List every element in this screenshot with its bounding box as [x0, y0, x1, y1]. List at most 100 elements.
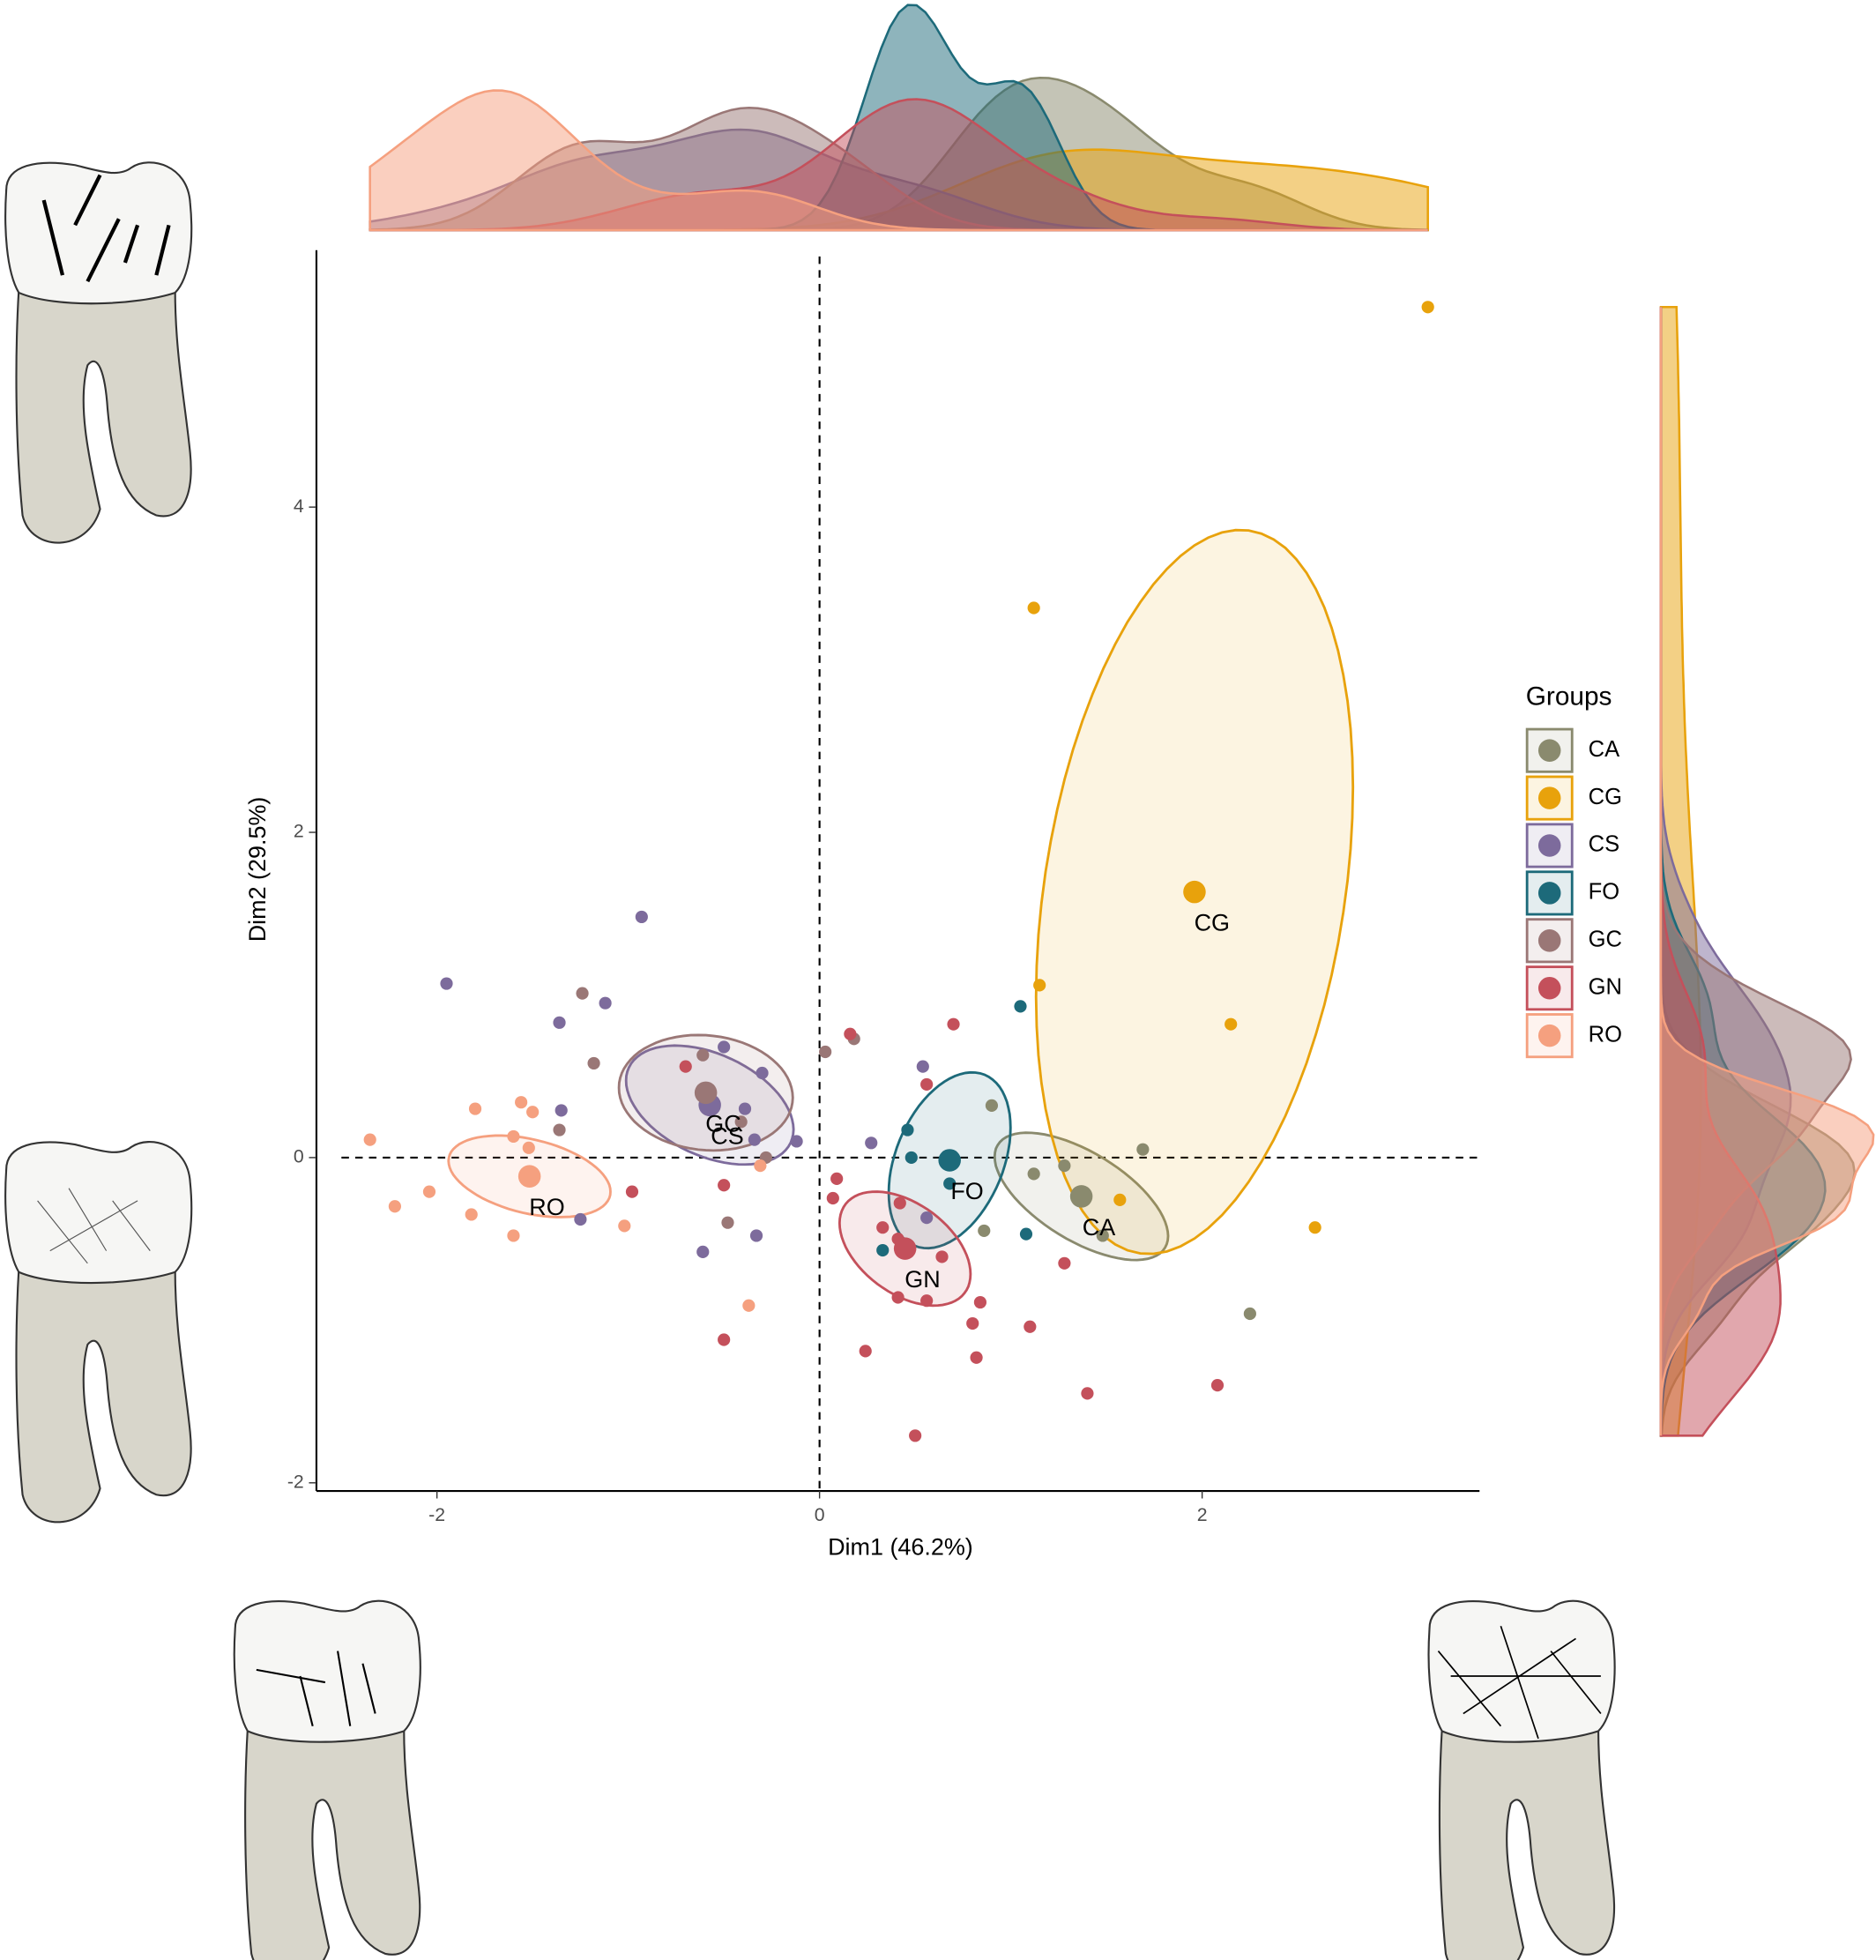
point: [985, 1099, 999, 1112]
point: [440, 977, 453, 990]
centroid: [517, 1165, 541, 1188]
point: [734, 1115, 748, 1129]
point: [1019, 1227, 1033, 1241]
point: [388, 1200, 401, 1213]
point: [718, 1179, 731, 1192]
legend-label: GC: [1589, 928, 1622, 952]
point: [1243, 1307, 1256, 1321]
point: [1096, 1229, 1109, 1242]
legend-marker: [1537, 976, 1561, 1000]
point: [973, 1295, 987, 1309]
point: [893, 1196, 906, 1210]
point: [891, 1291, 904, 1304]
point: [1058, 1159, 1071, 1173]
y-tick-label: -2: [287, 1471, 304, 1492]
tooth-illustration: [1427, 1599, 1616, 1960]
legend-key: [1525, 823, 1574, 868]
tooth-illustration: [4, 161, 193, 544]
point: [901, 1123, 914, 1137]
group-label: RO: [529, 1194, 564, 1220]
point: [876, 1243, 890, 1257]
scratches: [37, 1188, 151, 1264]
group-label: CG: [1195, 910, 1230, 936]
legend-key: [1525, 965, 1574, 1011]
legend-marker: [1537, 1024, 1561, 1047]
point: [468, 1102, 482, 1115]
point: [507, 1129, 520, 1144]
point: [422, 1185, 436, 1198]
point: [738, 1102, 752, 1115]
scratches: [1437, 1625, 1602, 1740]
group-label: GC: [705, 1110, 741, 1137]
density-curve: [1659, 307, 1875, 1436]
y-tick-label: 4: [294, 496, 304, 517]
tooth-illustration: [233, 1599, 421, 1960]
point: [920, 1294, 934, 1308]
point: [859, 1345, 872, 1358]
point: [465, 1208, 478, 1221]
legend-label: CA: [1589, 737, 1619, 762]
point: [920, 1077, 934, 1092]
tooth-illustration: [4, 1141, 193, 1524]
point: [830, 1172, 844, 1185]
scratches: [256, 1651, 376, 1726]
point: [947, 1017, 960, 1031]
point: [742, 1299, 756, 1312]
x-tick-label: 2: [1197, 1504, 1208, 1525]
point: [553, 1123, 566, 1137]
point: [935, 1250, 949, 1263]
scratches: [41, 174, 171, 283]
point: [526, 1106, 540, 1119]
point: [1136, 1143, 1150, 1156]
x-axis-label: Dim1 (46.2%): [828, 1533, 973, 1560]
point: [1027, 601, 1040, 615]
point: [826, 1191, 839, 1205]
point: [574, 1212, 587, 1226]
point: [920, 1211, 934, 1225]
point: [876, 1221, 890, 1234]
point: [819, 1045, 832, 1059]
point: [587, 1056, 600, 1070]
point: [515, 1096, 528, 1109]
group-label: FO: [950, 1178, 983, 1204]
x-tick-label: -2: [428, 1504, 445, 1525]
centroid: [1069, 1185, 1093, 1208]
point: [1210, 1379, 1225, 1392]
centroid: [893, 1237, 917, 1260]
legend-label: GN: [1589, 974, 1622, 999]
point: [363, 1133, 376, 1146]
legend-marker: [1537, 929, 1561, 952]
point: [756, 1066, 769, 1080]
point: [696, 1048, 710, 1062]
point: [844, 1027, 857, 1040]
point: [1014, 1000, 1027, 1013]
point: [1113, 1193, 1127, 1206]
legend-label: CG: [1589, 785, 1622, 809]
point: [748, 1133, 761, 1146]
point: [1024, 1320, 1037, 1333]
point: [943, 1177, 957, 1190]
point: [970, 1351, 983, 1364]
legend-label: FO: [1589, 880, 1619, 905]
centroid: [938, 1149, 961, 1172]
point: [1058, 1256, 1071, 1270]
point: [679, 1060, 692, 1073]
point: [909, 1429, 922, 1442]
point: [721, 1216, 734, 1229]
legend-marker: [1537, 786, 1561, 809]
point: [754, 1159, 767, 1173]
centroid: [694, 1081, 718, 1105]
point: [576, 987, 589, 1000]
legend-marker: [1537, 882, 1561, 905]
point: [507, 1229, 520, 1242]
point: [599, 996, 612, 1010]
point: [865, 1137, 878, 1150]
point: [790, 1135, 803, 1148]
point: [522, 1141, 535, 1154]
point: [718, 1040, 731, 1054]
legend-key: [1525, 1013, 1574, 1059]
point: [1081, 1387, 1094, 1400]
point: [749, 1229, 763, 1242]
point: [916, 1060, 929, 1073]
